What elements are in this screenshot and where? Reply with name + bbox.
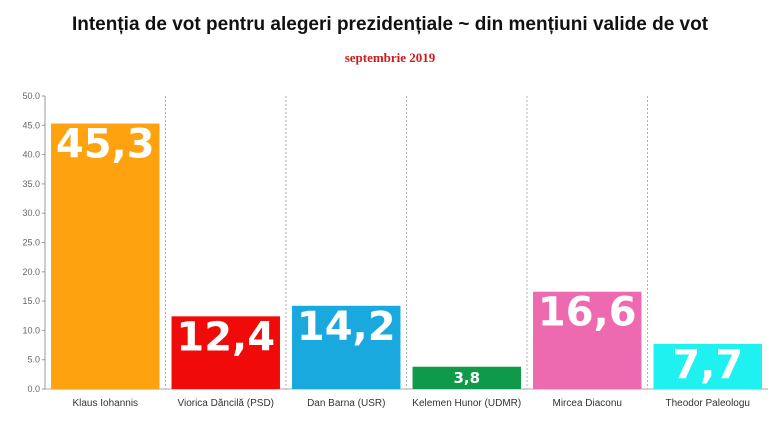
y-tick-label: 50.0: [22, 91, 40, 101]
bar-value-label: 3,8: [453, 369, 480, 387]
y-tick-label: 10.0: [22, 325, 40, 335]
x-category-label: Mircea Diaconu: [553, 398, 622, 409]
y-tick-label: 35.0: [22, 179, 40, 189]
y-tick-label: 40.0: [22, 150, 40, 160]
bar: [533, 291, 642, 389]
bar-value-label: 14,2: [297, 304, 396, 350]
y-tick-label: 20.0: [22, 267, 40, 277]
bar-value-label: 12,4: [176, 314, 275, 360]
x-category-label: Klaus Iohannis: [72, 398, 138, 409]
y-tick-label: 0.0: [27, 384, 40, 394]
bar-value-label: 7,7: [672, 342, 743, 388]
bar: [653, 343, 762, 389]
bar: [171, 316, 280, 389]
y-tick-label: 45.0: [22, 120, 40, 130]
x-category-label: Viorica Dăncilă (PSD): [177, 398, 274, 409]
x-category-label: Dan Barna (USR): [307, 398, 385, 409]
x-category-label: Theodor Paleologu: [665, 398, 750, 409]
bar-value-label: 45,3: [56, 122, 155, 168]
x-category-label: Kelemen Hunor (UDMR): [412, 398, 521, 409]
y-tick-label: 5.0: [27, 355, 40, 365]
bar: [51, 123, 160, 390]
bar: [412, 366, 521, 389]
bar-value-label: 16,6: [538, 290, 637, 336]
bar: [292, 305, 401, 389]
y-tick-label: 25.0: [22, 238, 40, 248]
chart-subtitle: septembrie 2019: [344, 50, 436, 65]
y-tick-label: 30.0: [22, 208, 40, 218]
y-tick-label: 15.0: [22, 296, 40, 306]
chart-title: Intenția de vot pentru alegeri prezidenț…: [71, 14, 709, 35]
